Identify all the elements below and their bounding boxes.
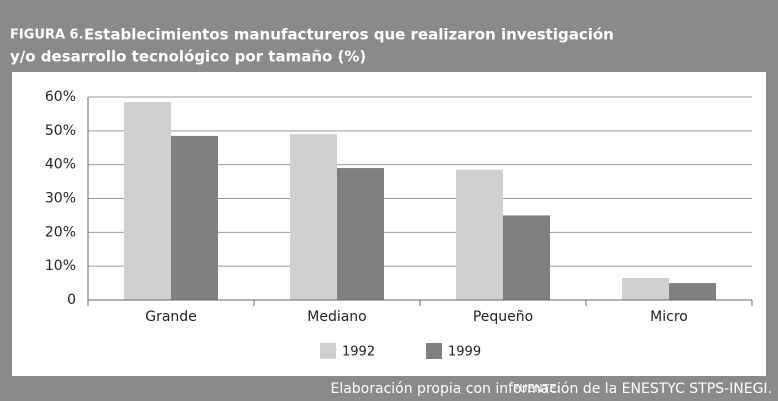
- bar: [171, 135, 218, 300]
- legend-label: 1999: [448, 345, 481, 360]
- bar: [456, 169, 503, 300]
- bar: [290, 134, 337, 300]
- y-tick-label: 30%: [45, 191, 76, 207]
- bar: [669, 283, 716, 300]
- x-tick-label: Grande: [145, 309, 197, 325]
- y-tick-label: 20%: [45, 224, 76, 240]
- bar: [337, 168, 384, 300]
- x-tick-label: Mediano: [307, 309, 367, 325]
- legend-swatch: [320, 343, 336, 359]
- chart-title: y/o desarrollo tecnológico por tamaño (%…: [10, 48, 366, 66]
- bar: [503, 215, 550, 300]
- bar: [124, 102, 171, 300]
- y-tick-label: 10%: [45, 258, 76, 274]
- bar: [622, 278, 669, 300]
- y-tick-label: 50%: [45, 123, 76, 139]
- legend-label: 1992: [342, 345, 375, 360]
- source: Elaboración propia con información de la…: [330, 381, 772, 397]
- y-tick-label: 60%: [45, 89, 76, 105]
- y-tick-label: 40%: [45, 157, 76, 173]
- figure-label: FIGURA 6.: [10, 28, 84, 43]
- y-tick-label: 0: [67, 292, 76, 308]
- legend-swatch: [426, 343, 442, 359]
- x-tick-label: Micro: [650, 309, 688, 325]
- x-tick-label: Pequeño: [473, 309, 533, 325]
- source-label: FUENTE:: [513, 382, 560, 395]
- chart-title: Establecimientos manufactureros que real…: [84, 26, 614, 44]
